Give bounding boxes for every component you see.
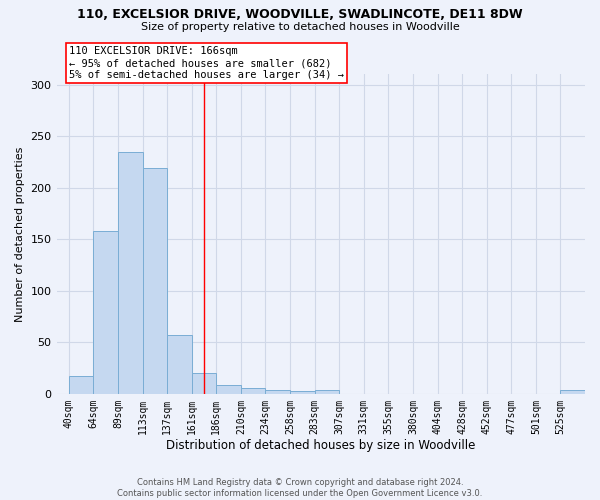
Bar	[118, 152, 143, 394]
Bar	[143, 168, 167, 394]
Bar	[290, 390, 314, 394]
Text: 110 EXCELSIOR DRIVE: 166sqm
← 95% of detached houses are smaller (682)
5% of sem: 110 EXCELSIOR DRIVE: 166sqm ← 95% of det…	[69, 46, 344, 80]
Text: Contains HM Land Registry data © Crown copyright and database right 2024.
Contai: Contains HM Land Registry data © Crown c…	[118, 478, 482, 498]
Bar	[69, 376, 94, 394]
Bar	[192, 373, 217, 394]
Bar	[560, 390, 585, 394]
Bar	[314, 390, 339, 394]
Bar	[94, 231, 118, 394]
Y-axis label: Number of detached properties: Number of detached properties	[15, 146, 25, 322]
Bar	[241, 388, 265, 394]
Text: Size of property relative to detached houses in Woodville: Size of property relative to detached ho…	[140, 22, 460, 32]
X-axis label: Distribution of detached houses by size in Woodville: Distribution of detached houses by size …	[166, 440, 475, 452]
Bar	[167, 335, 192, 394]
Bar	[265, 390, 290, 394]
Text: 110, EXCELSIOR DRIVE, WOODVILLE, SWADLINCOTE, DE11 8DW: 110, EXCELSIOR DRIVE, WOODVILLE, SWADLIN…	[77, 8, 523, 20]
Bar	[217, 384, 241, 394]
